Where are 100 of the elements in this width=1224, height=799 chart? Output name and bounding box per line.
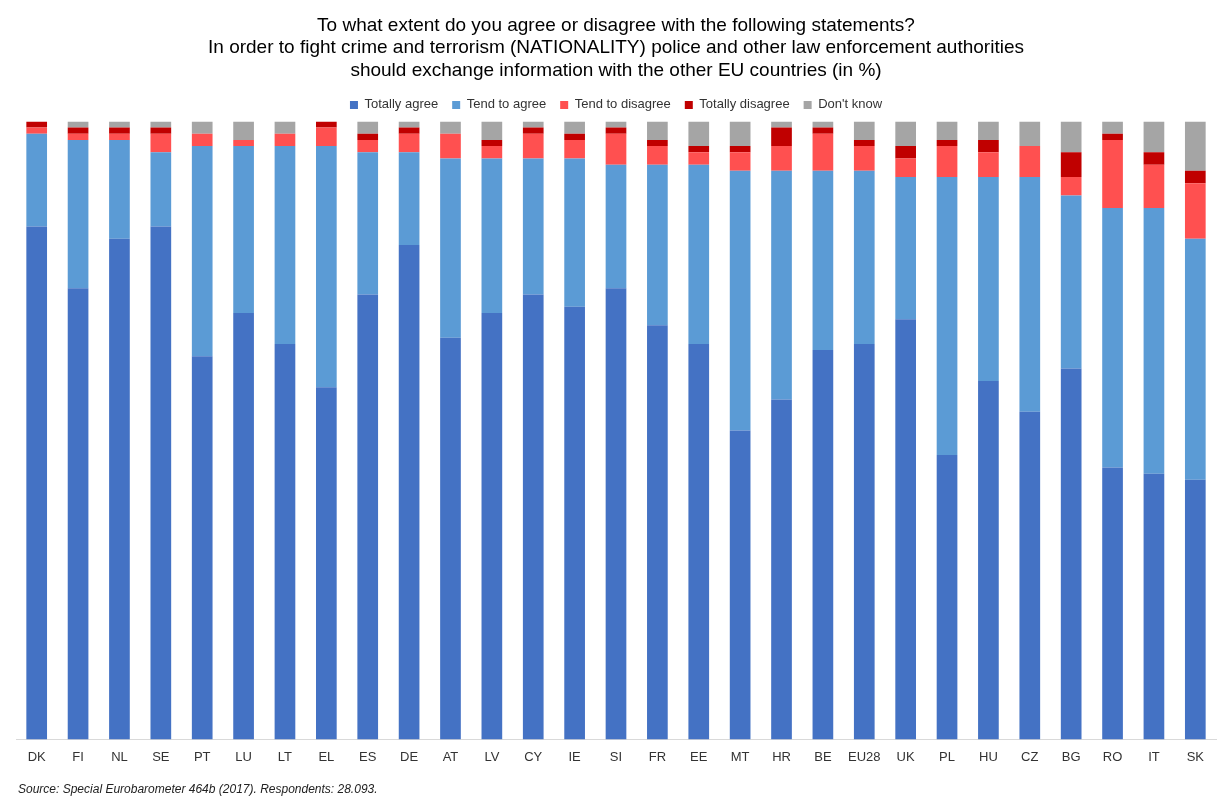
bar	[26, 226, 48, 740]
bar	[481, 139, 503, 147]
bar	[481, 158, 503, 313]
x-tick-label: HR	[772, 748, 791, 764]
x-tick-label: IT	[1148, 748, 1160, 764]
x-tick-label: BG	[1061, 748, 1081, 764]
bar	[605, 288, 627, 740]
bar	[812, 170, 834, 351]
bar	[853, 170, 875, 344]
bar	[605, 133, 627, 165]
bar	[1102, 121, 1123, 134]
bar	[233, 139, 254, 147]
bar	[1102, 207, 1123, 468]
bar	[936, 177, 958, 456]
bar	[564, 158, 585, 307]
bar	[564, 133, 585, 140]
x-tick-label: LV	[484, 748, 500, 764]
bar	[936, 146, 958, 178]
x-tick-label: SI	[609, 748, 623, 764]
bar	[978, 177, 999, 381]
bar	[771, 146, 792, 171]
bar	[1184, 121, 1206, 171]
bar	[647, 164, 668, 326]
x-tick-label: HU	[979, 748, 998, 764]
bar	[233, 121, 254, 140]
bar	[316, 121, 337, 128]
bar	[564, 139, 585, 159]
bar	[398, 152, 420, 245]
x-tick-label: SE	[152, 748, 170, 764]
bar	[274, 343, 296, 740]
x-tick-label: PL	[939, 748, 955, 764]
bar	[150, 152, 172, 227]
bar	[398, 127, 420, 134]
bar	[109, 139, 130, 239]
bar	[1102, 467, 1123, 740]
bar	[26, 127, 48, 134]
bar	[771, 127, 792, 147]
bar	[647, 325, 668, 740]
x-tick-label: CZ	[1021, 748, 1039, 764]
bar	[605, 164, 627, 289]
x-tick-label: UK	[896, 748, 916, 764]
bar	[688, 146, 710, 153]
bar	[812, 127, 834, 134]
bar	[688, 152, 710, 165]
bar	[647, 139, 668, 147]
bar	[647, 146, 668, 165]
bar	[936, 455, 958, 740]
x-tick-label: LT	[277, 748, 293, 764]
chart-title: To what extent do you agree or disagree with the following statements? In order to fight crime and terrorism (NATIONALITY) police and other law enforcement authorities should exchange information with the other EU countries (in %)	[208, 13, 1024, 81]
bar	[357, 152, 379, 295]
x-tick-label: CY	[524, 748, 543, 764]
bar	[1019, 146, 1041, 178]
bar	[26, 121, 48, 128]
bar	[1019, 411, 1041, 740]
x-tick-label: EE	[690, 748, 708, 764]
bar	[481, 312, 503, 740]
x-tick-label: SK	[1186, 748, 1205, 764]
bar	[1060, 368, 1082, 740]
bar	[67, 139, 89, 289]
bar	[1184, 170, 1206, 184]
bar	[67, 121, 89, 128]
bar	[1143, 473, 1165, 740]
bar	[191, 356, 213, 740]
bar	[274, 146, 296, 344]
x-tick-label: LU	[235, 748, 252, 764]
bar	[440, 133, 461, 159]
x-tick-label: DE	[400, 748, 419, 764]
bar	[771, 399, 792, 740]
bar	[812, 133, 834, 171]
bar	[853, 146, 875, 171]
bar	[316, 146, 337, 388]
bar	[688, 164, 710, 344]
bar	[357, 294, 379, 740]
bar	[895, 177, 916, 320]
bar	[895, 158, 916, 178]
x-tick-label: MT	[730, 748, 750, 764]
bar	[853, 121, 875, 140]
bar	[233, 146, 254, 313]
x-tick-label: FR	[648, 748, 667, 764]
x-tick-label: IE	[568, 748, 582, 764]
x-tick-label: NL	[111, 748, 128, 764]
bar	[1184, 479, 1206, 740]
x-tick-label: DK	[27, 748, 47, 764]
bar	[357, 133, 379, 140]
bar	[978, 121, 999, 140]
x-tick-label: ES	[359, 748, 377, 764]
bar	[26, 133, 48, 227]
bar	[1184, 183, 1206, 239]
legend-label: Totally disagree	[699, 96, 790, 112]
bar	[233, 312, 254, 740]
bar	[605, 121, 627, 128]
bar	[1060, 195, 1082, 369]
bar	[316, 387, 337, 740]
bar	[191, 133, 213, 147]
bar	[522, 121, 544, 128]
bar	[729, 170, 751, 431]
bar	[191, 146, 213, 357]
bar	[150, 226, 172, 740]
bar	[895, 146, 916, 159]
source-note: Source: Special Eurobarometer 464b (2017). Respondents: 28.093.	[18, 782, 378, 797]
